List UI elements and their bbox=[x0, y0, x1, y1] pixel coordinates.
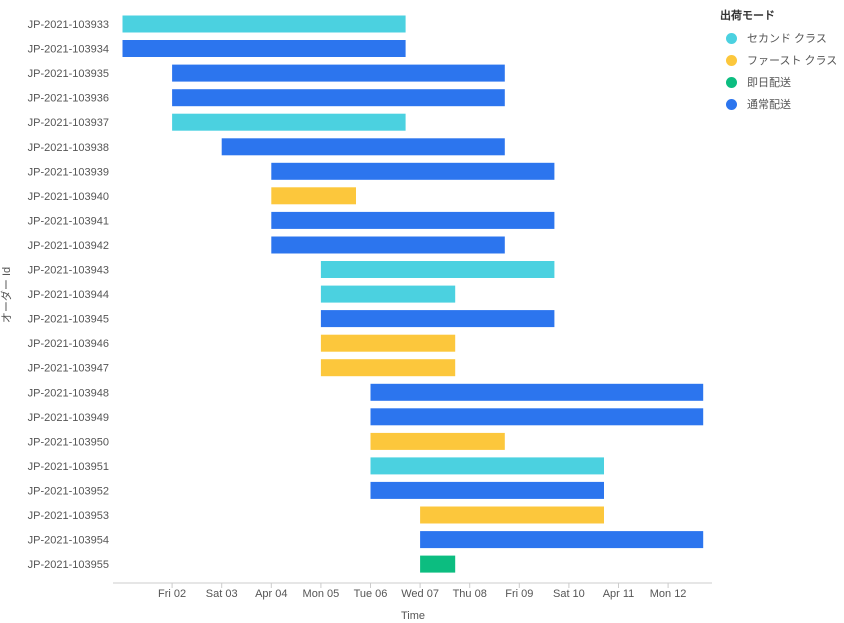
y-tick-label: JP-2021-103946 bbox=[28, 338, 109, 350]
gantt-bar[interactable] bbox=[320, 359, 456, 377]
legend-items: セカンド クラス ファースト クラス 即日配送通常配送 bbox=[720, 27, 837, 115]
gantt-bar[interactable] bbox=[172, 113, 406, 131]
gantt-bar[interactable] bbox=[271, 236, 505, 254]
legend-swatch bbox=[726, 32, 737, 44]
gantt-bar[interactable] bbox=[370, 432, 505, 450]
x-tick-label: Apr 11 bbox=[603, 588, 635, 600]
y-tick-label: JP-2021-103942 bbox=[28, 240, 109, 252]
y-tick-label: JP-2021-103945 bbox=[28, 314, 109, 326]
y-tick-label: JP-2021-103938 bbox=[28, 142, 109, 154]
x-tick-label: Apr 04 bbox=[255, 588, 287, 600]
gantt-bar[interactable] bbox=[221, 138, 505, 156]
gantt-bar[interactable] bbox=[320, 334, 456, 352]
legend: 出荷モード セカンド クラス ファースト クラス 即日配送通常配送 bbox=[720, 7, 837, 115]
gantt-bar[interactable] bbox=[370, 457, 605, 475]
x-tick-label: Sat 03 bbox=[206, 588, 238, 600]
y-tick-label: JP-2021-103944 bbox=[28, 289, 109, 301]
x-tick-label: Sat 10 bbox=[553, 588, 585, 600]
y-axis-title: オーダー Id bbox=[0, 267, 13, 323]
gantt-bar[interactable] bbox=[172, 64, 505, 82]
legend-label: 即日配送 bbox=[747, 77, 791, 89]
y-tick-label: JP-2021-103955 bbox=[28, 559, 109, 571]
y-tick-label: JP-2021-103952 bbox=[28, 485, 109, 497]
gantt-bar[interactable] bbox=[420, 506, 604, 524]
legend-item[interactable]: 即日配送 bbox=[720, 71, 837, 93]
gantt-bar[interactable] bbox=[271, 187, 356, 205]
y-tick-label: JP-2021-103934 bbox=[28, 44, 109, 56]
y-tick-labels: JP-2021-103933 JP-2021-103934 JP-2021-1039… bbox=[28, 19, 109, 571]
x-ticks: Fri 02 Sat 03 Apr 04 Mon 05 Tue 06 Wed 07 Thu … bbox=[158, 583, 686, 600]
y-tick-label: JP-2021-103954 bbox=[28, 535, 109, 547]
gantt-bar[interactable] bbox=[320, 310, 555, 328]
x-tick-label: Wed 07 bbox=[401, 588, 439, 600]
y-tick-label: JP-2021-103939 bbox=[28, 166, 109, 178]
gantt-bar[interactable] bbox=[122, 15, 406, 33]
gantt-bar[interactable] bbox=[420, 555, 456, 573]
y-tick-label: JP-2021-103943 bbox=[28, 265, 109, 277]
gantt-bar[interactable] bbox=[271, 211, 555, 229]
y-tick-label: JP-2021-103950 bbox=[28, 436, 109, 448]
y-tick-label: JP-2021-103935 bbox=[28, 68, 109, 80]
gantt-bar[interactable] bbox=[370, 481, 605, 499]
gantt-bar[interactable] bbox=[320, 261, 555, 278]
y-tick-label: JP-2021-103933 bbox=[28, 19, 109, 31]
x-tick-label: Thu 08 bbox=[453, 588, 487, 600]
gantt-bar[interactable] bbox=[271, 162, 555, 180]
y-tick-label: JP-2021-103951 bbox=[28, 461, 109, 473]
x-tick-label: Fri 09 bbox=[505, 588, 533, 600]
y-tick-label: JP-2021-103947 bbox=[28, 363, 109, 375]
y-tick-label: JP-2021-103949 bbox=[28, 412, 109, 424]
bars-layer bbox=[122, 15, 704, 573]
legend-item[interactable]: セカンド クラス bbox=[720, 27, 837, 49]
legend-label: セカンド クラス bbox=[747, 33, 827, 45]
gantt-bar[interactable] bbox=[172, 89, 505, 107]
gantt-bar[interactable] bbox=[122, 40, 406, 57]
legend-title: 出荷モード bbox=[720, 10, 775, 22]
gantt-bar[interactable] bbox=[320, 285, 456, 303]
x-tick-label: Mon 05 bbox=[303, 588, 340, 600]
legend-item[interactable]: 通常配送 bbox=[720, 93, 837, 115]
gantt-bar[interactable] bbox=[370, 383, 704, 401]
x-tick-label: Mon 12 bbox=[650, 588, 687, 600]
y-tick-label: JP-2021-103936 bbox=[28, 93, 109, 105]
y-tick-label: JP-2021-103941 bbox=[28, 215, 109, 227]
legend-item[interactable]: ファースト クラス bbox=[720, 49, 837, 71]
gantt-bar[interactable] bbox=[370, 408, 704, 426]
x-tick-label: Fri 02 bbox=[158, 588, 186, 600]
legend-label: ファースト クラス bbox=[747, 55, 838, 67]
legend-swatch bbox=[726, 76, 737, 88]
gantt-bar[interactable] bbox=[420, 531, 704, 549]
y-tick-label: JP-2021-103937 bbox=[28, 117, 109, 129]
x-tick-label: Tue 06 bbox=[354, 588, 388, 600]
y-tick-label: JP-2021-103940 bbox=[28, 191, 109, 203]
legend-label: 通常配送 bbox=[747, 99, 791, 111]
legend-swatch bbox=[726, 98, 737, 110]
legend-swatch bbox=[726, 54, 737, 66]
x-axis-title: Time bbox=[401, 610, 425, 622]
y-tick-label: JP-2021-103953 bbox=[28, 510, 109, 522]
y-tick-label: JP-2021-103948 bbox=[28, 387, 109, 399]
